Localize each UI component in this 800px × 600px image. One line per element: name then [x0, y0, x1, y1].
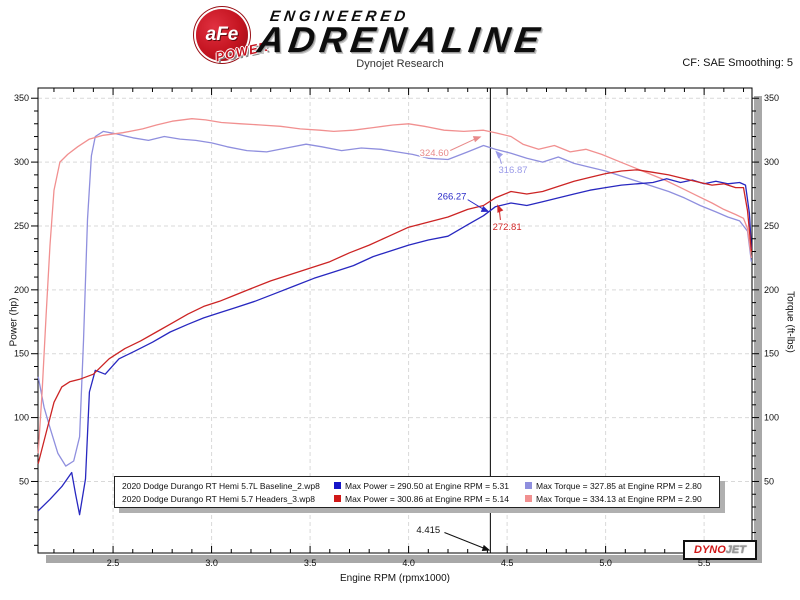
- legend-row-headers: 2020 Dodge Durango RT Hemi 5.7 Headers_3…: [115, 492, 719, 505]
- svg-text:300: 300: [764, 157, 779, 167]
- svg-text:4.415: 4.415: [416, 525, 440, 536]
- svg-text:150: 150: [764, 349, 779, 359]
- dynojet-logo: DYNO JET: [683, 540, 757, 560]
- svg-text:2.5: 2.5: [107, 558, 120, 568]
- rpm-cursor-line[interactable]: [488, 88, 492, 553]
- afe-logo-text: aFe: [205, 24, 239, 45]
- svg-text:250: 250: [14, 221, 29, 231]
- svg-text:4.5: 4.5: [501, 558, 514, 568]
- svg-text:5.5: 5.5: [698, 558, 711, 568]
- svg-text:3.5: 3.5: [304, 558, 317, 568]
- legend-row-baseline: 2020 Dodge Durango RT Hemi 5.7L Baseline…: [115, 479, 719, 492]
- run-name-headers: 2020 Dodge Durango RT Hemi 5.7 Headers_3…: [122, 493, 315, 504]
- svg-text:300: 300: [14, 157, 29, 167]
- max-torque-baseline: Max Torque = 327.85 at Engine RPM = 2.80: [536, 480, 702, 491]
- max-power-headers: Max Power = 300.86 at Engine RPM = 5.14: [345, 493, 509, 504]
- svg-text:4.0: 4.0: [402, 558, 415, 568]
- svg-text:272.81: 272.81: [493, 222, 522, 233]
- right-axis-title: Torque (ft-lbs): [784, 291, 796, 353]
- svg-text:100: 100: [14, 413, 29, 423]
- svg-text:200: 200: [14, 285, 29, 295]
- run-name-baseline: 2020 Dodge Durango RT Hemi 5.7L Baseline…: [122, 480, 320, 491]
- svg-text:5.0: 5.0: [599, 558, 612, 568]
- smoothing-setting-label: CF: SAE Smoothing: 5: [682, 57, 793, 69]
- svg-text:266.27: 266.27: [437, 192, 466, 203]
- max-torque-headers: Max Torque = 334.13 at Engine RPM = 2.90: [536, 493, 702, 504]
- max-power-baseline: Max Power = 290.50 at Engine RPM = 5.31: [345, 480, 509, 491]
- svg-text:350: 350: [764, 93, 779, 103]
- torque-swatch-baseline: [525, 482, 532, 489]
- svg-text:250: 250: [764, 221, 779, 231]
- dynojet-logo-jet: JET: [725, 544, 746, 556]
- x-axis-title: Engine RPM (rpmx1000): [339, 573, 451, 584]
- svg-text:3.0: 3.0: [205, 558, 218, 568]
- power-swatch-headers: [334, 495, 341, 502]
- svg-text:324.60: 324.60: [420, 148, 449, 159]
- svg-text:350: 350: [14, 93, 29, 103]
- svg-text:200: 200: [764, 285, 779, 295]
- left-axis-title: Power (hp): [8, 297, 20, 347]
- dynojet-logo-dyno: DYNO: [694, 544, 726, 556]
- svg-text:150: 150: [14, 349, 29, 359]
- svg-text:50: 50: [19, 476, 29, 486]
- svg-text:316.87: 316.87: [498, 165, 527, 176]
- svg-text:100: 100: [764, 413, 779, 423]
- legend-box: 2020 Dodge Durango RT Hemi 5.7L Baseline…: [114, 476, 720, 508]
- chart-title: Dynojet Research: [356, 58, 444, 70]
- power-swatch-baseline: [334, 482, 341, 489]
- torque-swatch-headers: [525, 495, 532, 502]
- svg-text:50: 50: [764, 476, 774, 486]
- afe-power-logo: aFe: [196, 9, 248, 61]
